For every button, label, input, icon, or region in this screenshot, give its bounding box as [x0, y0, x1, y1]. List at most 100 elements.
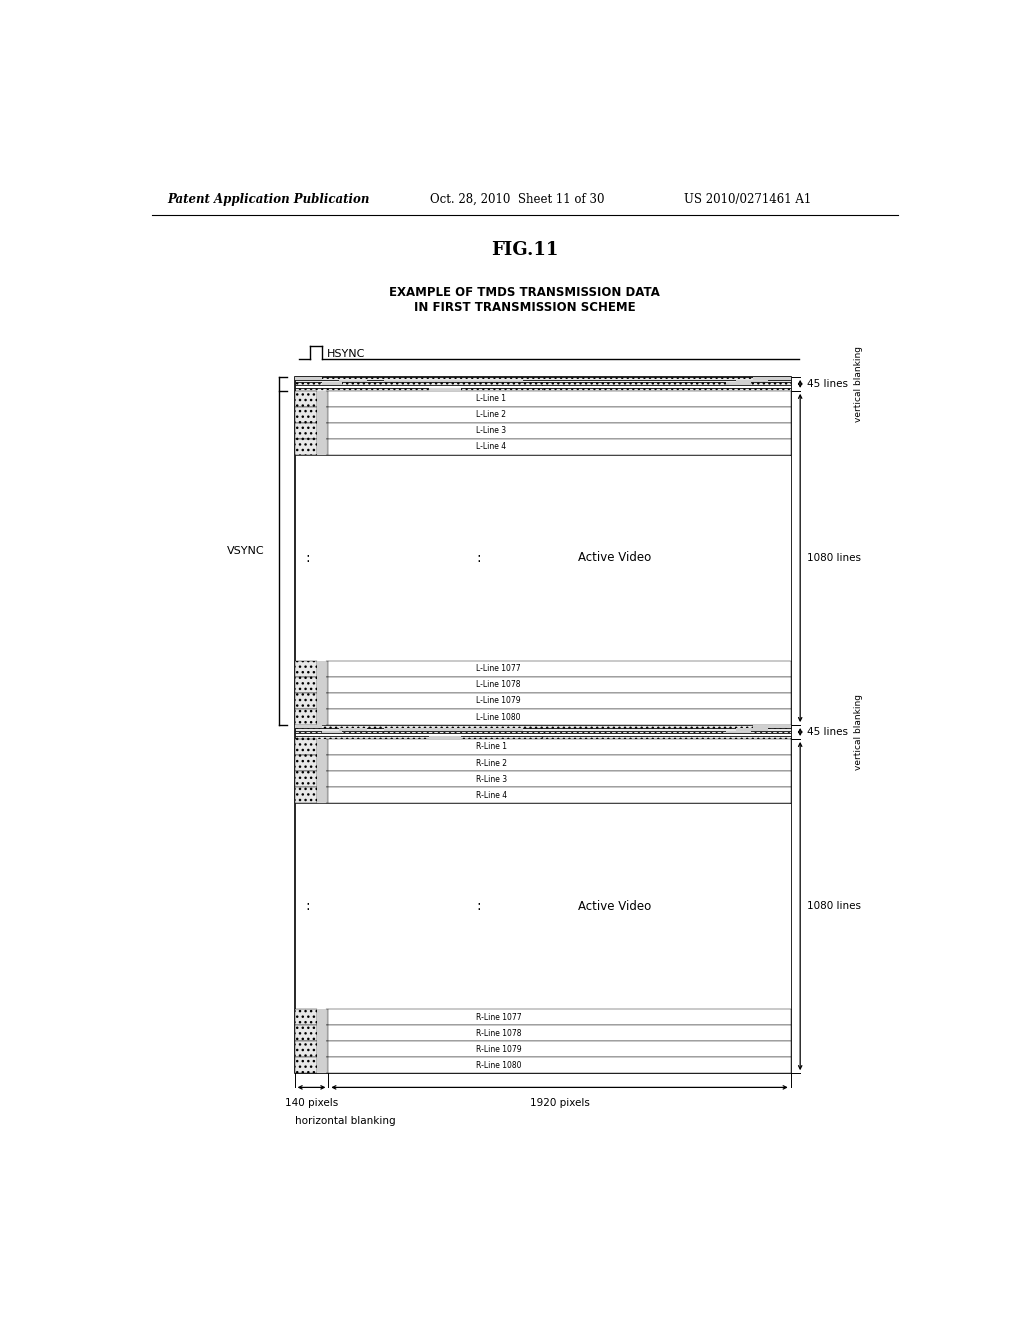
- Bar: [326, 1041, 329, 1057]
- Text: 1920 pixels: 1920 pixels: [529, 1097, 590, 1107]
- Bar: [326, 440, 329, 455]
- Bar: [295, 803, 791, 1008]
- Bar: [326, 1057, 329, 1073]
- Text: IN FIRST TRANSMISSION SCHEME: IN FIRST TRANSMISSION SCHEME: [414, 301, 636, 314]
- Text: EXAMPLE OF TMDS TRANSMISSION DATA: EXAMPLE OF TMDS TRANSMISSION DATA: [389, 286, 660, 300]
- Bar: [316, 661, 326, 677]
- Bar: [329, 1026, 791, 1041]
- Bar: [295, 391, 316, 407]
- Bar: [316, 440, 326, 455]
- Bar: [316, 755, 326, 771]
- Bar: [316, 422, 326, 440]
- Text: Patent Application Publication: Patent Application Publication: [168, 193, 370, 206]
- Bar: [326, 755, 329, 771]
- Bar: [295, 734, 791, 737]
- Text: L-Line 2: L-Line 2: [476, 411, 506, 420]
- Text: :: :: [476, 550, 481, 565]
- Bar: [316, 677, 326, 693]
- Bar: [329, 407, 791, 422]
- Bar: [316, 391, 326, 407]
- Text: L-Line 1078: L-Line 1078: [476, 680, 521, 689]
- Bar: [329, 1057, 791, 1073]
- Bar: [295, 383, 791, 385]
- Bar: [316, 1026, 326, 1041]
- Text: L-Line 1077: L-Line 1077: [476, 664, 521, 673]
- Bar: [329, 693, 791, 709]
- Bar: [322, 383, 342, 385]
- Text: R-Line 3: R-Line 3: [476, 775, 508, 784]
- Bar: [295, 771, 316, 787]
- Text: R-Line 4: R-Line 4: [476, 791, 508, 800]
- Text: FIG.11: FIG.11: [492, 240, 558, 259]
- Bar: [329, 1041, 791, 1057]
- Bar: [295, 422, 316, 440]
- Text: horizontal blanking: horizontal blanking: [295, 1115, 395, 1126]
- Bar: [329, 1008, 791, 1026]
- Bar: [726, 730, 751, 734]
- Bar: [326, 771, 329, 787]
- Bar: [326, 391, 329, 407]
- Text: R-Line 1079: R-Line 1079: [476, 1044, 522, 1053]
- Bar: [316, 1008, 326, 1026]
- Text: US 2010/0271461 A1: US 2010/0271461 A1: [684, 193, 811, 206]
- Bar: [326, 661, 329, 677]
- Bar: [754, 725, 791, 727]
- Bar: [295, 725, 791, 727]
- Text: L-Line 1: L-Line 1: [476, 395, 506, 404]
- Bar: [326, 739, 329, 755]
- Text: :: :: [541, 381, 545, 392]
- Text: R-Line 1: R-Line 1: [476, 742, 507, 751]
- Bar: [295, 1026, 316, 1041]
- Bar: [316, 1057, 326, 1073]
- Text: HSYNC: HSYNC: [328, 348, 366, 359]
- Bar: [295, 440, 316, 455]
- Text: Active Video: Active Video: [579, 552, 651, 565]
- Bar: [316, 709, 326, 725]
- Text: :: :: [476, 899, 481, 913]
- Text: L-Line 1079: L-Line 1079: [476, 697, 521, 705]
- Bar: [295, 380, 791, 383]
- Bar: [295, 385, 791, 388]
- Bar: [295, 661, 316, 677]
- Bar: [754, 378, 791, 380]
- Bar: [316, 739, 326, 755]
- Bar: [295, 755, 316, 771]
- Bar: [295, 1057, 316, 1073]
- Bar: [326, 407, 329, 422]
- Bar: [295, 737, 791, 739]
- Bar: [295, 727, 791, 730]
- Text: R-Line 1077: R-Line 1077: [476, 1012, 522, 1022]
- Text: 1080 lines: 1080 lines: [807, 553, 860, 562]
- Bar: [295, 1008, 316, 1026]
- Bar: [329, 771, 791, 787]
- Bar: [326, 422, 329, 440]
- Bar: [295, 677, 316, 693]
- Bar: [384, 380, 523, 383]
- Text: VSYNC: VSYNC: [227, 546, 265, 556]
- Bar: [329, 787, 791, 803]
- Bar: [329, 391, 791, 407]
- Bar: [726, 383, 751, 385]
- Bar: [329, 661, 791, 677]
- Bar: [316, 787, 326, 803]
- Bar: [429, 388, 461, 391]
- Bar: [326, 1026, 329, 1041]
- Bar: [736, 380, 768, 383]
- Bar: [322, 730, 342, 734]
- Bar: [295, 1041, 316, 1057]
- Text: Active Video: Active Video: [579, 899, 651, 912]
- Bar: [295, 455, 791, 661]
- Bar: [295, 787, 316, 803]
- Bar: [329, 422, 791, 440]
- Bar: [295, 730, 791, 734]
- Bar: [329, 709, 791, 725]
- Bar: [295, 693, 316, 709]
- Text: :: :: [541, 730, 545, 739]
- Text: 45 lines: 45 lines: [807, 727, 848, 737]
- Bar: [295, 407, 316, 422]
- Text: R-Line 1078: R-Line 1078: [476, 1028, 522, 1038]
- Text: R-Line 2: R-Line 2: [476, 759, 507, 767]
- Bar: [295, 378, 791, 1073]
- Text: vertical blanking: vertical blanking: [854, 694, 862, 770]
- Text: vertical blanking: vertical blanking: [854, 346, 862, 422]
